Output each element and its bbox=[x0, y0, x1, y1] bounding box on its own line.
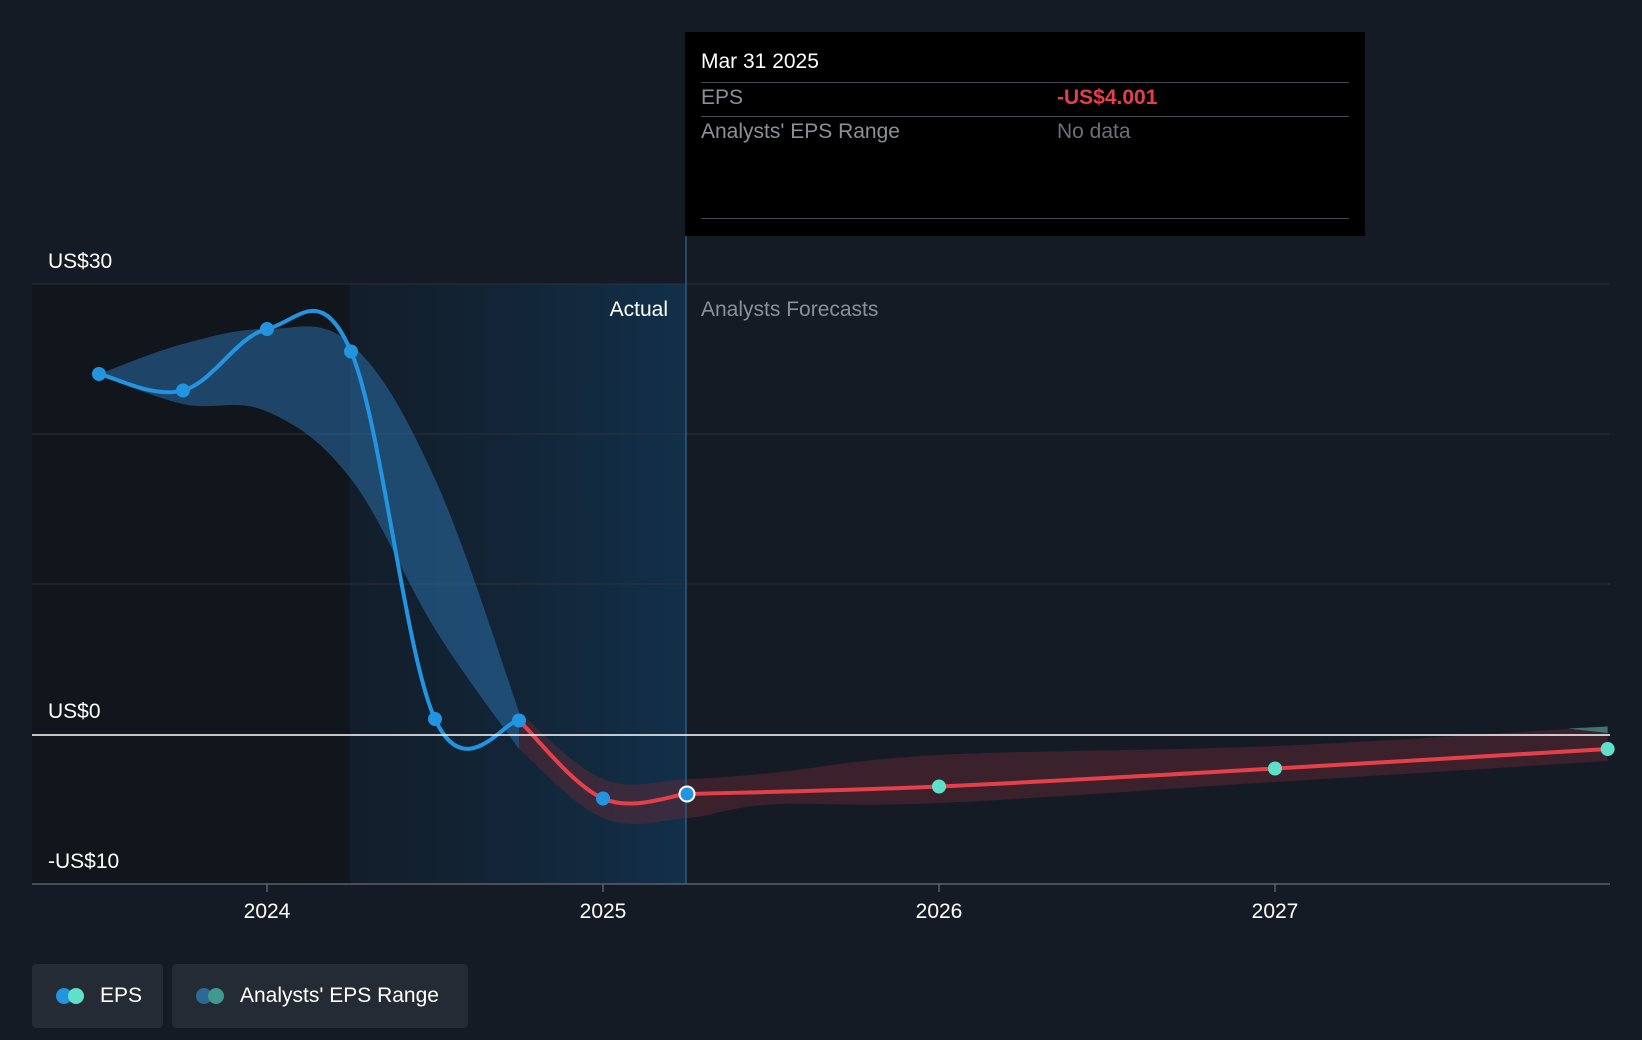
legend-item-eps[interactable]: EPS bbox=[32, 964, 163, 1028]
actual-region-label: Actual bbox=[610, 298, 668, 321]
eps-actual-point bbox=[596, 791, 610, 806]
eps-forecast-line bbox=[685, 747, 1610, 797]
eps-range-band bbox=[99, 326, 1608, 825]
axis-labels: US$30 US$0 -US$10 2024 2025 2026 2027 bbox=[48, 250, 1298, 923]
range-band-positive bbox=[99, 326, 519, 749]
tooltip-divider bbox=[701, 82, 1349, 83]
y-tick-label: US$30 bbox=[48, 250, 112, 273]
grid-lines bbox=[32, 283, 1610, 585]
eps-points bbox=[92, 322, 1615, 806]
eps-actual-point bbox=[176, 383, 190, 398]
y-tick-label: -US$10 bbox=[48, 850, 119, 873]
y-tick-label: US$0 bbox=[48, 700, 101, 723]
x-tick-label: 2025 bbox=[580, 900, 627, 923]
legend-eps-label: EPS bbox=[100, 984, 143, 1007]
range-band-negative bbox=[519, 711, 1608, 825]
eps-actual-point bbox=[512, 713, 526, 728]
eps-actual-point bbox=[260, 322, 274, 336]
eps-actual-point bbox=[344, 344, 358, 359]
range-band-tip bbox=[1567, 726, 1608, 733]
forecast-region-label: Analysts Forecasts bbox=[701, 298, 878, 321]
legend-item-range[interactable]: Analysts' EPS Range bbox=[172, 964, 468, 1028]
tooltip-divider bbox=[701, 116, 1349, 117]
x-tick-label: 2027 bbox=[1252, 900, 1299, 923]
tooltip-date: Mar 31 2025 bbox=[701, 50, 819, 73]
tooltip-eps-value: -US$4.001 bbox=[1057, 86, 1158, 109]
eps-forecast-point bbox=[1268, 761, 1282, 776]
eps-actual-point bbox=[678, 785, 696, 803]
eps-forecast-point bbox=[932, 779, 946, 794]
eps-actual-point bbox=[428, 712, 442, 726]
legend-range-label: Analysts' EPS Range bbox=[240, 984, 439, 1007]
eps-forecast-point bbox=[1600, 742, 1615, 756]
x-tick-label: 2024 bbox=[244, 900, 291, 923]
legend-eps-icon bbox=[56, 988, 86, 1004]
eps-actual-point bbox=[92, 367, 106, 381]
tooltip-eps-label: EPS bbox=[701, 86, 744, 109]
tooltip-divider bbox=[701, 218, 1349, 219]
tooltip-range-value: No data bbox=[1057, 120, 1131, 143]
tooltip-panel: Mar 31 2025 EPS -US$4.001 Analysts' EPS … bbox=[685, 32, 1365, 236]
x-tick-label: 2026 bbox=[916, 900, 963, 923]
legend-range-icon bbox=[196, 988, 226, 1004]
tooltip-range-label: Analysts' EPS Range bbox=[701, 120, 900, 143]
